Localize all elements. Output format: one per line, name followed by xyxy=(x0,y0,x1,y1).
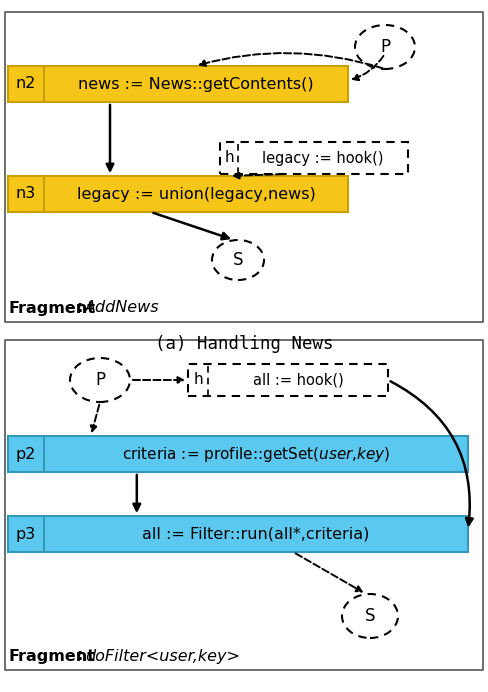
Text: news := News::getContents(): news := News::getContents() xyxy=(78,77,314,91)
Text: n3: n3 xyxy=(16,187,36,201)
Bar xyxy=(220,142,408,174)
Text: Fragment: Fragment xyxy=(9,300,96,316)
Bar xyxy=(8,516,468,552)
Bar xyxy=(188,364,388,396)
Text: legacy := hook(): legacy := hook() xyxy=(262,150,384,165)
Bar xyxy=(8,66,348,102)
Bar xyxy=(5,340,483,670)
Text: P: P xyxy=(380,38,390,56)
Text: :: : xyxy=(77,300,89,316)
Text: S: S xyxy=(365,607,375,625)
Text: AddNews: AddNews xyxy=(85,300,160,316)
Bar xyxy=(8,176,348,212)
Text: criteria := profile::getSet($\it{user}$,$\it{key}$): criteria := profile::getSet($\it{user}$,… xyxy=(122,444,390,464)
Text: P: P xyxy=(95,371,105,389)
Bar xyxy=(5,12,483,322)
Text: p3: p3 xyxy=(16,527,36,542)
Text: n2: n2 xyxy=(16,77,36,91)
Text: all := Filter::run(all*,criteria): all := Filter::run(all*,criteria) xyxy=(142,527,370,542)
Text: legacy := union(legacy,news): legacy := union(legacy,news) xyxy=(77,187,315,201)
Text: p2: p2 xyxy=(16,446,36,462)
Text: (a) Handling News: (a) Handling News xyxy=(155,335,333,353)
Text: :: : xyxy=(77,648,89,664)
Text: h: h xyxy=(224,150,234,165)
Text: S: S xyxy=(233,251,243,269)
Text: doFilter<user,key>: doFilter<user,key> xyxy=(85,648,240,664)
Text: Fragment: Fragment xyxy=(9,648,96,664)
Bar xyxy=(8,436,468,472)
Text: h: h xyxy=(193,372,203,388)
Text: all := hook(): all := hook() xyxy=(253,372,344,388)
